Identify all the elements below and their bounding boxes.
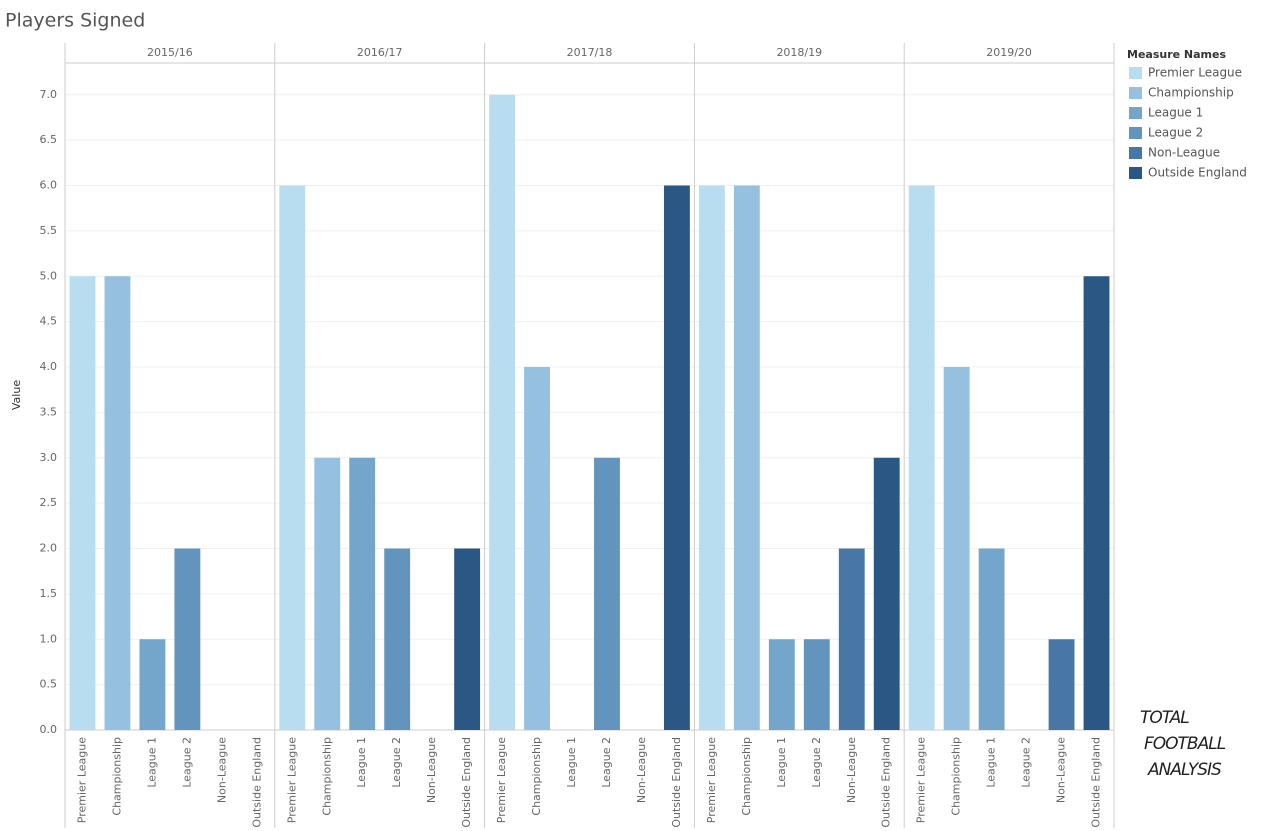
y-tick-label: 3.0 — [40, 451, 58, 464]
legend-swatch — [1129, 147, 1142, 159]
legend-label: League 1 — [1148, 106, 1203, 120]
watermark: ANALYSIS — [1147, 760, 1222, 780]
panel-header: 2015/16 — [147, 46, 193, 59]
bar — [524, 367, 550, 730]
x-tick-label: Non-League — [845, 737, 858, 803]
legend-swatch — [1129, 107, 1142, 119]
y-tick-label: 5.0 — [40, 269, 58, 282]
x-tick-label: Outside England — [880, 737, 893, 828]
panel-header: 2017/18 — [567, 46, 613, 59]
x-tick-label: Premier League — [915, 737, 928, 823]
legend-swatch — [1129, 167, 1142, 179]
x-tick-label: Premier League — [75, 737, 88, 823]
y-tick-label: 6.0 — [40, 179, 58, 192]
bar — [174, 548, 201, 730]
x-tick-label: League 2 — [600, 737, 613, 788]
bar — [594, 457, 620, 730]
y-tick-label: 1.0 — [40, 632, 58, 645]
x-tick-label: Non-League — [425, 737, 438, 803]
x-tick-label: Outside England — [460, 737, 473, 828]
y-tick-label: 3.5 — [40, 405, 58, 418]
y-tick-label: 5.5 — [40, 224, 58, 237]
x-tick-label: Championship — [950, 737, 963, 816]
legend-label: League 2 — [1148, 126, 1203, 140]
bar — [69, 276, 96, 730]
x-tick-label: League 2 — [180, 737, 193, 788]
x-tick-label: Outside England — [1090, 737, 1103, 828]
watermark: TOTAL — [1140, 708, 1189, 728]
y-tick-label: 0.0 — [40, 723, 58, 736]
x-tick-label: Outside England — [670, 737, 683, 828]
watermark: FOOTBALL — [1144, 734, 1226, 754]
bar — [733, 185, 760, 731]
x-tick-label: Non-League — [635, 737, 648, 803]
bar — [489, 94, 516, 730]
bar — [1083, 276, 1110, 730]
bar — [838, 548, 865, 730]
bar — [803, 639, 830, 730]
legend-label: Championship — [1148, 86, 1234, 100]
legend-label: Premier League — [1148, 66, 1242, 80]
x-tick-label: League 2 — [810, 737, 823, 788]
chart-title: Players Signed — [5, 10, 145, 32]
bar — [943, 367, 970, 730]
x-tick-label: Championship — [110, 737, 123, 816]
bar — [349, 457, 376, 730]
legend-swatch — [1129, 67, 1142, 79]
y-tick-label: 1.5 — [40, 587, 58, 600]
x-tick-label: League 1 — [565, 737, 578, 788]
legend-label: Non-League — [1148, 146, 1220, 160]
x-tick-label: League 1 — [985, 737, 998, 788]
panel-header: 2016/17 — [357, 46, 403, 59]
panel-header: 2019/20 — [986, 46, 1032, 59]
x-tick-label: League 1 — [355, 737, 368, 788]
bar — [908, 185, 935, 731]
bar — [1048, 639, 1075, 730]
x-tick-label: Non-League — [215, 737, 228, 803]
bar — [663, 185, 690, 731]
x-tick-label: Championship — [740, 737, 753, 816]
y-tick-label: 4.0 — [40, 360, 58, 373]
y-tick-label: 7.0 — [40, 88, 58, 101]
x-tick-label: League 2 — [390, 737, 403, 788]
bar — [139, 639, 166, 730]
x-tick-label: Premier League — [495, 737, 508, 823]
panel-header: 2018/19 — [776, 46, 822, 59]
x-tick-label: League 1 — [775, 737, 788, 788]
bar — [384, 548, 411, 730]
legend-label: Outside England — [1148, 166, 1247, 180]
bar — [104, 276, 131, 730]
y-tick-label: 2.5 — [40, 496, 58, 509]
bar — [698, 185, 725, 731]
y-tick-label: 2.0 — [40, 542, 58, 555]
bar — [978, 548, 1005, 730]
y-tick-label: 0.5 — [40, 678, 58, 691]
x-tick-label: League 2 — [1020, 737, 1033, 788]
bar — [454, 548, 481, 730]
bar — [279, 185, 306, 731]
x-tick-label: League 1 — [145, 737, 158, 788]
bar — [873, 457, 900, 730]
x-tick-label: Championship — [320, 737, 333, 816]
legend-title: Measure Names — [1127, 48, 1226, 61]
bar — [314, 457, 341, 730]
x-tick-label: Non-League — [1055, 737, 1068, 803]
x-tick-label: Premier League — [285, 737, 298, 823]
x-tick-label: Premier League — [705, 737, 718, 823]
y-axis-label: Value — [10, 380, 23, 410]
legend-swatch — [1129, 87, 1142, 99]
bar — [768, 639, 795, 730]
y-tick-label: 4.5 — [40, 315, 58, 328]
x-tick-label: Outside England — [250, 737, 263, 828]
y-tick-label: 6.5 — [40, 133, 58, 146]
legend-swatch — [1129, 127, 1142, 139]
x-tick-label: Championship — [530, 737, 543, 816]
